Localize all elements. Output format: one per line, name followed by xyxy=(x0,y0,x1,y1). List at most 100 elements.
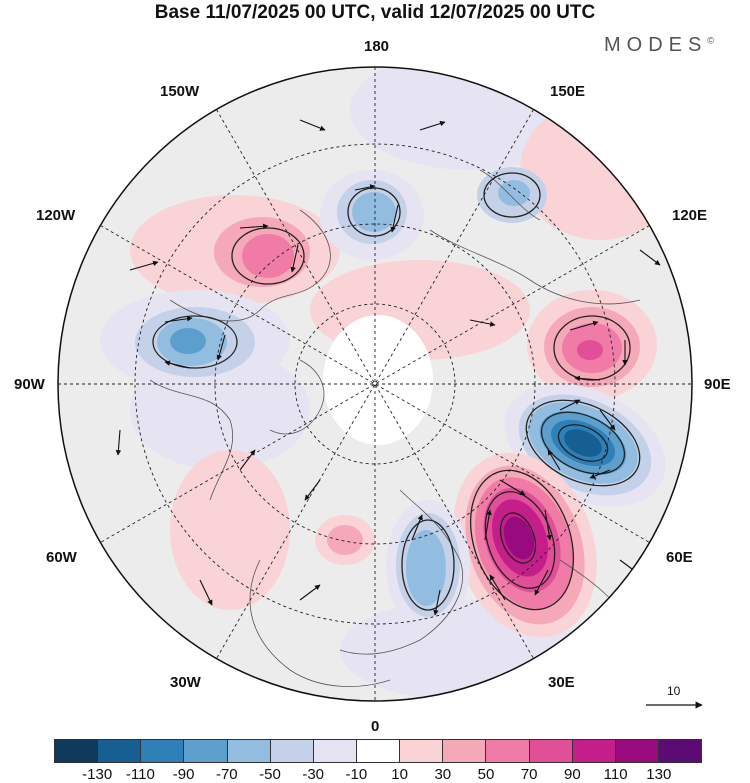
wind-arrow xyxy=(199,579,213,606)
wind-arrow xyxy=(290,244,299,273)
wind-vectors xyxy=(115,119,661,692)
colorbar-swatch xyxy=(227,740,271,762)
polar-map xyxy=(57,66,693,702)
wind-arrow xyxy=(216,334,226,361)
colorbar-swatch xyxy=(615,740,659,762)
coastlines xyxy=(149,169,641,687)
colorbar-swatch xyxy=(356,740,401,762)
wind-arrow xyxy=(559,399,581,411)
meridian-150w-30e xyxy=(216,109,534,659)
map-boundary xyxy=(57,66,693,702)
contour-kara-inner xyxy=(557,424,609,462)
wind-arrow xyxy=(390,204,399,233)
patch-atlantic-weak-positive xyxy=(170,450,290,610)
anomaly-siberia-70 xyxy=(577,340,603,360)
logo-text: MODES xyxy=(604,34,708,56)
colorbar-swatch xyxy=(98,740,142,762)
anomaly-atlantic-30 xyxy=(327,525,363,555)
colorbar-tick-label: -110 xyxy=(125,766,155,783)
wind-arrow xyxy=(544,509,552,541)
lon-label-0: 0 xyxy=(371,718,380,735)
lon-label-180: 180 xyxy=(364,38,390,55)
anomaly-canada-70 xyxy=(242,234,294,278)
wind-arrow xyxy=(411,514,423,541)
modes-logo: MODES© xyxy=(604,34,714,57)
colorbar-tick-label: -90 xyxy=(172,766,195,783)
wind-arrow xyxy=(569,320,599,331)
contour-north-america xyxy=(152,315,238,369)
wind-arrow xyxy=(239,223,269,230)
wind-arrow xyxy=(574,375,601,382)
colorbar-swatch xyxy=(658,740,702,762)
colorbar xyxy=(54,739,702,763)
patch-east-asia-weak-positive xyxy=(520,100,680,240)
wind-arrow xyxy=(299,119,326,131)
colorbar-swatch xyxy=(572,740,616,762)
wind-arrow xyxy=(419,120,446,131)
colorbar-swatch xyxy=(400,740,444,762)
wind-arrow xyxy=(164,360,191,369)
coast-greenland xyxy=(269,359,325,435)
colorbar-swatch xyxy=(184,740,228,762)
wind-arrow xyxy=(547,449,561,471)
contour-baltic xyxy=(401,519,455,611)
wind-arrow xyxy=(484,509,492,541)
reference-vector-label: 10 xyxy=(667,684,681,698)
anomaly-ural-110 xyxy=(503,516,535,560)
lon-label-30w: 30W xyxy=(170,674,201,691)
wind-arrow xyxy=(115,429,122,456)
colorbar-tick-label: 70 xyxy=(520,766,538,783)
meridian-150e-30w xyxy=(216,109,534,659)
wind-arrow xyxy=(534,569,549,596)
wind-arrow xyxy=(433,589,441,616)
lon-label-30e: 30E xyxy=(548,674,575,691)
lon-label-90e: 90E xyxy=(704,376,731,393)
wind-arrow xyxy=(599,409,616,431)
wind-arrow xyxy=(354,184,376,191)
colorbar-swatch xyxy=(270,740,314,762)
colorbar-tick-label: -70 xyxy=(215,766,238,783)
contour-ural-mid xyxy=(484,491,556,589)
coast-hudson xyxy=(149,379,234,501)
wind-arrow xyxy=(304,479,321,501)
contour-kara-mid xyxy=(540,411,626,475)
colorbar-tick-label: -50 xyxy=(259,766,281,783)
graticule xyxy=(58,67,692,701)
wind-arrow xyxy=(239,449,256,471)
meridian-120e-60w xyxy=(100,225,650,543)
colorbar-swatch xyxy=(55,740,99,762)
arrow-right-icon xyxy=(646,701,703,709)
pole-region xyxy=(323,315,433,445)
wind-arrow xyxy=(589,469,611,479)
contour-ural-outer xyxy=(469,469,575,611)
lon-label-60w: 60W xyxy=(46,549,77,566)
anomaly-baltic-50 xyxy=(406,530,446,606)
colorbar-tick-label: 130 xyxy=(646,766,672,783)
colorbar-tick-label: 90 xyxy=(564,766,581,783)
coast-siberia xyxy=(429,229,641,305)
colorbar-tick-label: 50 xyxy=(477,766,495,783)
wind-arrow xyxy=(299,584,321,601)
wind-arrow xyxy=(469,685,496,692)
colorbar-swatch xyxy=(313,740,357,762)
anomaly-pacific-50 xyxy=(352,192,396,232)
contour-kara-outer xyxy=(525,399,641,487)
lon-label-150w: 150W xyxy=(160,83,200,100)
coast-scandinavia xyxy=(339,489,463,655)
anomaly-north-america-70 xyxy=(170,328,206,354)
lon-label-120w: 120W xyxy=(36,207,76,224)
contour-ural-inner xyxy=(499,512,537,564)
colorbar-tick-label: -30 xyxy=(302,766,325,783)
chart-title: Base 11/07/2025 00 UTC, valid 12/07/2025… xyxy=(154,2,596,23)
lon-label-60e: 60E xyxy=(666,549,693,566)
colorbar-tick-label: 30 xyxy=(434,766,452,783)
anomaly-east-siberia-50 xyxy=(498,180,530,206)
wind-arrow xyxy=(499,479,526,496)
colorbar-tick-label: 10 xyxy=(391,766,408,783)
meridian-120w-60e xyxy=(100,225,650,543)
coast-atlantic xyxy=(249,559,391,687)
colorbar-tick-label: -130 xyxy=(82,766,113,783)
colorbar-swatch xyxy=(443,740,487,762)
lon-label-90w: 90W xyxy=(14,376,45,393)
colorbar-swatch xyxy=(486,740,530,762)
